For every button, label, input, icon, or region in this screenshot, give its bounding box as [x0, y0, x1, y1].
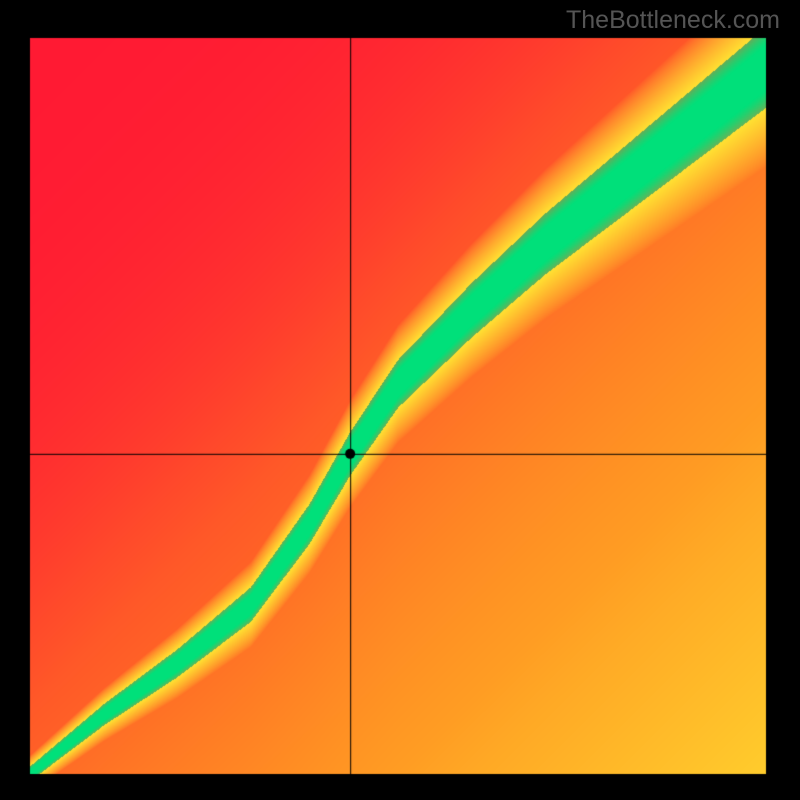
chart-container: TheBottleneck.com — [0, 0, 800, 800]
bottleneck-heatmap — [0, 0, 800, 800]
watermark-text: TheBottleneck.com — [566, 6, 780, 35]
